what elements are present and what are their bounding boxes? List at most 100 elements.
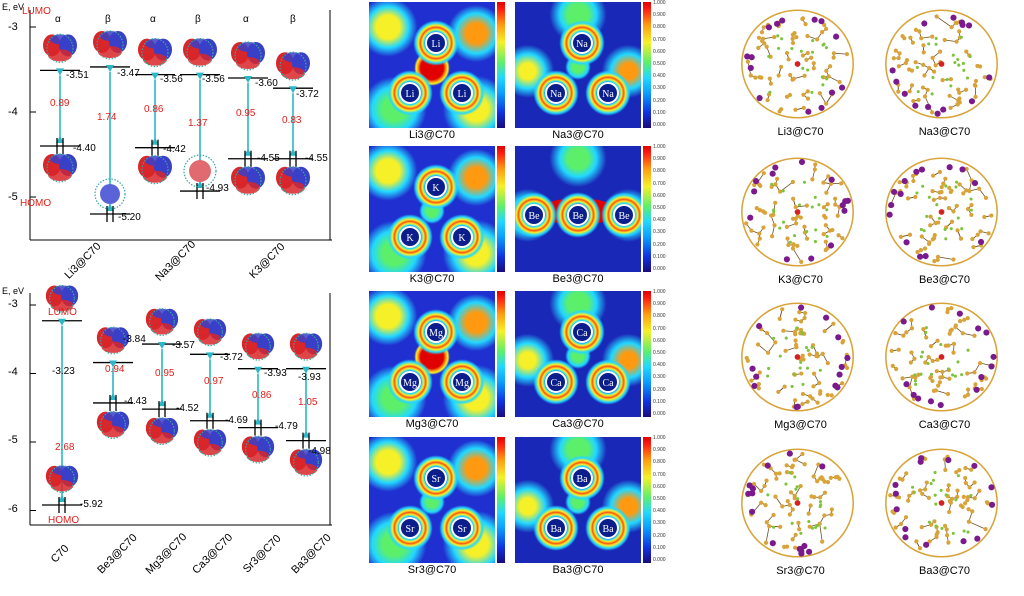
- inner-point: [767, 366, 771, 371]
- gap-arrow-head: [56, 136, 64, 143]
- inner-point: [951, 373, 955, 377]
- carbon-atom: [913, 194, 918, 200]
- carbon-atom: [962, 317, 967, 322]
- cage-purple-atom: [934, 110, 941, 117]
- carbon-atom: [797, 309, 802, 315]
- carbon-atom: [806, 511, 811, 516]
- cage-purple-atom: [902, 534, 909, 541]
- carbon-atom: [821, 180, 826, 185]
- carbon-atom: [773, 182, 778, 187]
- gap-arrow-head: [254, 366, 262, 374]
- carbon-atom: [792, 493, 797, 499]
- carbon-atom: [911, 178, 916, 184]
- inner-point: [821, 43, 825, 47]
- top-levels: [40, 30, 313, 222]
- carbon-atom: [800, 16, 806, 21]
- carbon-atom: [930, 358, 935, 364]
- inner-point: [792, 372, 796, 376]
- carbon-atom: [764, 44, 769, 49]
- inner-point: [799, 531, 803, 535]
- inner-point: [813, 195, 817, 199]
- carbon-atom: [836, 233, 841, 238]
- cage-caption: K3@C70: [778, 274, 823, 286]
- colorbar-tick: 0.500: [653, 496, 666, 502]
- cage-purple-atom: [888, 202, 895, 209]
- carbon-atom: [805, 89, 810, 94]
- carbon-atom: [833, 202, 838, 207]
- colorbar-tick: 0.900: [653, 301, 666, 308]
- homo-label: HOMO: [48, 515, 80, 526]
- carbon-atom: [759, 30, 765, 35]
- cage-structure: [885, 157, 998, 267]
- carbon-atom: [761, 171, 766, 176]
- carbon-atom: [930, 188, 935, 194]
- inner-point: [935, 203, 939, 207]
- carbon-atom: [800, 391, 806, 397]
- carbon-atom: [761, 25, 766, 30]
- carbon-atom: [790, 179, 795, 185]
- carbon-atom: [944, 533, 950, 538]
- cage-purple-atom: [986, 74, 993, 81]
- carbon-atom: [822, 513, 827, 518]
- carbon-atom: [821, 232, 826, 237]
- gap-arrow-head: [302, 430, 310, 438]
- inner-point: [956, 216, 960, 220]
- cage-bond: [937, 256, 954, 260]
- inner-point: [943, 227, 947, 231]
- inner-point: [790, 521, 794, 525]
- carbon-atom: [940, 369, 945, 374]
- carbon-atom: [935, 357, 940, 362]
- inner-point: [793, 234, 797, 238]
- carbon-atom: [919, 524, 924, 530]
- carbon-atom: [793, 545, 798, 550]
- carbon-atom: [949, 24, 954, 30]
- inner-metal: [938, 209, 945, 215]
- atom-label: Na: [545, 82, 567, 104]
- carbon-atom: [772, 35, 777, 40]
- inner-point: [817, 203, 821, 207]
- lumo-value: -3.60: [255, 78, 278, 89]
- carbon-atom: [828, 475, 833, 481]
- cage-purple-atom: [977, 238, 985, 246]
- carbon-atom: [745, 59, 751, 64]
- carbon-atom: [949, 188, 954, 193]
- atom-label: Mg: [399, 371, 421, 393]
- carbon-atom: [790, 32, 795, 37]
- cage-caption: Ca3@C70: [918, 419, 971, 431]
- inner-point: [924, 326, 928, 330]
- carbon-atom: [916, 372, 921, 377]
- inner-point: [924, 330, 928, 334]
- cage-purple-atom: [988, 484, 995, 491]
- inner-point: [780, 37, 784, 41]
- carbon-atom: [824, 190, 829, 195]
- carbon-atom: [971, 244, 976, 250]
- cage-purple-atom: [798, 158, 806, 166]
- carbon-atom: [957, 182, 962, 187]
- carbon-atom: [790, 507, 795, 512]
- homo-label: HOMO: [20, 198, 52, 209]
- inner-point: [794, 487, 798, 491]
- elf-map: Sr Sr Sr: [369, 437, 495, 563]
- carbon-atom: [890, 363, 895, 368]
- colorbar-tick: 0.000: [653, 122, 666, 128]
- carbon-atom: [931, 173, 936, 178]
- gap-arrow-head: [158, 342, 166, 350]
- carbon-atom: [822, 22, 827, 28]
- atom-label: Ca: [597, 371, 619, 393]
- carbon-atom: [784, 469, 790, 475]
- carbon-atom: [928, 375, 933, 381]
- cage-purple-atom: [910, 391, 917, 398]
- orbital-lobe: [296, 449, 316, 459]
- atom-label: Ba: [545, 517, 567, 539]
- carbon-atom: [965, 387, 971, 392]
- inner-point: [934, 502, 938, 506]
- carbon-atom: [983, 527, 988, 532]
- carbon-atom: [902, 36, 907, 41]
- carbon-atom: [799, 259, 804, 264]
- carbon-atom: [798, 484, 803, 489]
- inner-point: [798, 366, 802, 370]
- cage-purple-atom: [974, 535, 981, 542]
- gap-arrow-head: [106, 64, 114, 72]
- cage-structure: [741, 448, 854, 558]
- orbital-lobe: [296, 333, 316, 343]
